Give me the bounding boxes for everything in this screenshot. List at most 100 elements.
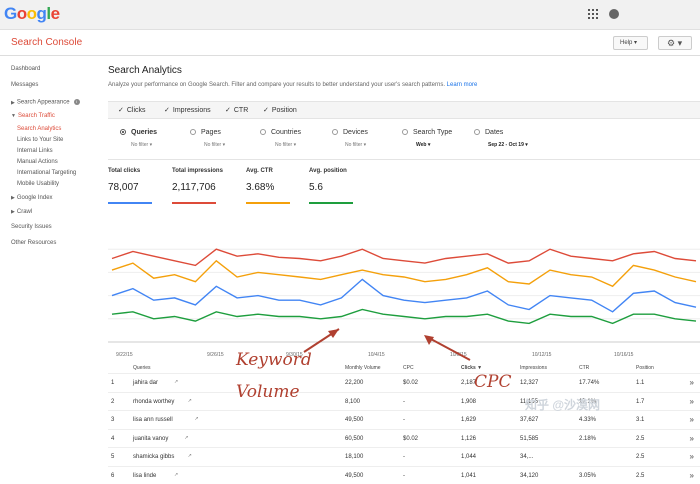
annotation-keyword: Keyword [236, 350, 312, 370]
avatar[interactable] [609, 9, 619, 19]
total-impressions-card[interactable]: Total impressions 2,117,706 [172, 168, 230, 204]
row-expand-icon[interactable]: » [689, 415, 694, 424]
external-link-icon[interactable]: ↗ [174, 471, 179, 478]
sidebar-item-mobile-usability[interactable]: Mobile Usability [17, 181, 60, 187]
cell-clicks: 1,044 [461, 454, 477, 460]
main-content: Search Analytics Analyze your performanc… [102, 56, 700, 480]
cell-impressions: 34,120 [520, 472, 539, 479]
cell-query[interactable]: jahira dar [133, 380, 159, 386]
card-color-bar [172, 202, 216, 204]
dimension-countries[interactable]: Countries [260, 129, 301, 136]
google-logo[interactable]: Google [4, 4, 60, 24]
sidebar-item-other-resources[interactable]: Other Resources [11, 240, 57, 246]
help-button[interactable]: Help ▾ [613, 36, 648, 50]
checkbox-ctr[interactable]: ✓ CTR [225, 107, 249, 114]
learn-more-link[interactable]: Learn more [446, 82, 478, 88]
metric-filter-bar: ✓ Clicks ✓ Impressions ✓ CTR ✓ Position [108, 101, 700, 119]
filter-devices[interactable]: No filter ▾ [345, 142, 367, 148]
cell-volume: 8,100 [345, 398, 361, 405]
column-header-ctr[interactable]: CTR [579, 365, 590, 371]
avg-position-card[interactable]: Avg. position 5.6 [309, 168, 357, 204]
card-label: Avg. CTR [246, 168, 273, 174]
sidebar-item-international-targeting[interactable]: International Targeting [17, 170, 77, 176]
cell-query[interactable]: juanita vanoy [133, 435, 169, 442]
external-link-icon[interactable]: ↗ [187, 397, 192, 404]
cell-impressions: 11,155 [520, 398, 538, 405]
cell-ctr: 17.1% [579, 398, 597, 405]
x-tick-label: 9/26/15 [207, 352, 224, 358]
product-title[interactable]: Search Console [11, 37, 83, 48]
settings-button[interactable]: ⚙ ▾ [658, 36, 692, 50]
cell-clicks: 1,629 [461, 417, 477, 423]
row-expand-icon[interactable]: » [689, 378, 694, 387]
cell-cpc: $0.02 [403, 435, 419, 442]
filter-queries[interactable]: No filter ▾ [131, 142, 153, 148]
checkbox-clicks[interactable]: ✓ Clicks [118, 107, 146, 114]
sidebar-item-search-appearance[interactable]: ▶ Search Appearance i [11, 99, 80, 106]
table-row[interactable]: 3 lisa ann russell ↗ 49,500 - 1,629 37,627 4.33… [108, 410, 700, 428]
dimension-dates[interactable]: Dates [474, 129, 503, 136]
avg-ctr-card[interactable]: Avg. CTR 3.68% [246, 168, 294, 204]
sidebar-item-internal-links[interactable]: Internal Links [17, 148, 53, 154]
filter-pages[interactable]: No filter ▾ [204, 142, 226, 148]
sidebar-item-security-issues[interactable]: Security Issues [11, 224, 52, 230]
row-expand-icon[interactable]: » [689, 470, 694, 480]
info-icon[interactable]: i [73, 99, 80, 105]
column-header-cpc[interactable]: CPC [403, 365, 414, 371]
cell-query[interactable]: rhonda worthey [133, 398, 175, 405]
sidebar-item-search-analytics[interactable]: Search Analytics [17, 126, 62, 132]
cell-query[interactable]: lisa ann russell [133, 417, 173, 423]
series-line-2[interactable] [111, 278, 697, 313]
sidebar-item-google-index[interactable]: ▶ Google Index [11, 195, 53, 201]
external-link-icon[interactable]: ↗ [194, 416, 199, 422]
column-header-volume[interactable]: Monthly Volume [345, 365, 381, 371]
dimension-queries[interactable]: Queries [120, 129, 157, 136]
row-expand-icon[interactable]: » [689, 396, 694, 406]
analytics-line-chart[interactable]: 9/22/15 9/26/15 9/30/15 10/4/15 10/8/15 10/12… [108, 218, 700, 362]
sidebar-item-manual-actions[interactable]: Manual Actions [17, 159, 58, 165]
column-header-impressions[interactable]: Impressions [520, 365, 547, 371]
row-expand-icon[interactable]: » [689, 433, 694, 443]
external-link-icon[interactable]: ↗ [174, 379, 179, 385]
checkbox-position[interactable]: ✓ Position [263, 107, 297, 114]
table-row[interactable]: 1 jahira dar ↗ 22,200 $0.02 2,187 12,327 17.74%… [108, 373, 700, 391]
table-row[interactable]: 6 lisa linde ↗ 49,500 - 1,041 34,120 3.05% 2.5 » [108, 465, 700, 484]
filter-search-type[interactable]: Web ▾ [416, 142, 431, 148]
external-link-icon[interactable]: ↗ [187, 453, 192, 459]
sidebar-item-messages[interactable]: Messages [11, 82, 39, 88]
cell-n: 4 [111, 435, 115, 442]
row-expand-icon[interactable]: » [689, 452, 694, 461]
table-row[interactable]: 2 rhonda worthey ↗ 8,100 - 1,908 11,155 17.1% 1.… [108, 391, 700, 410]
series-line-1[interactable] [111, 259, 697, 288]
dimension-devices[interactable]: Devices [332, 129, 368, 136]
check-icon: ✓ [263, 107, 269, 114]
check-icon: ✓ [164, 107, 170, 114]
sidebar-item-dashboard[interactable]: Dashboard [11, 66, 41, 72]
series-line-0[interactable] [111, 248, 697, 267]
column-header-position[interactable]: Position [636, 365, 654, 371]
filter-countries[interactable]: No filter ▾ [275, 142, 297, 148]
sidebar-item-crawl[interactable]: ▶ Crawl [11, 209, 33, 215]
filter-dates[interactable]: Sep 22 - Oct 19 ▾ [488, 142, 528, 148]
cell-cpc: - [403, 398, 405, 405]
cell-n: 3 [111, 417, 115, 423]
check-icon: ✓ [225, 107, 231, 114]
dimension-search-type[interactable]: Search Type [402, 129, 452, 136]
cell-query[interactable]: lisa linde [133, 472, 157, 479]
dimension-pages[interactable]: Pages [190, 129, 221, 136]
total-clicks-card[interactable]: Total clicks 78,007 [108, 168, 152, 204]
sidebar-item-links-to-site[interactable]: Links to Your Site [17, 137, 64, 143]
sidebar-item-search-traffic[interactable]: ▼ Search Traffic [11, 113, 55, 119]
series-line-3[interactable] [111, 308, 697, 325]
cell-volume: 49,500 [345, 472, 364, 479]
cell-position: 2.5 [636, 435, 645, 442]
column-header-queries[interactable]: Queries [133, 365, 151, 371]
column-header-clicks[interactable]: Clicks ▼ [461, 365, 483, 371]
apps-grid-icon[interactable] [588, 9, 598, 19]
caret-right-icon: ▶ [11, 195, 15, 201]
cell-query[interactable]: shamicka gibbs [133, 454, 175, 460]
table-row[interactable]: 5 shamicka gibbs ↗ 18,100 - 1,044 34,... 2.5 » [108, 447, 700, 465]
checkbox-impressions[interactable]: ✓ Impressions [164, 107, 211, 114]
sidebar: Dashboard Messages ▶ Search Appearance i ▼… [0, 56, 102, 438]
card-label: Total clicks [108, 168, 141, 174]
